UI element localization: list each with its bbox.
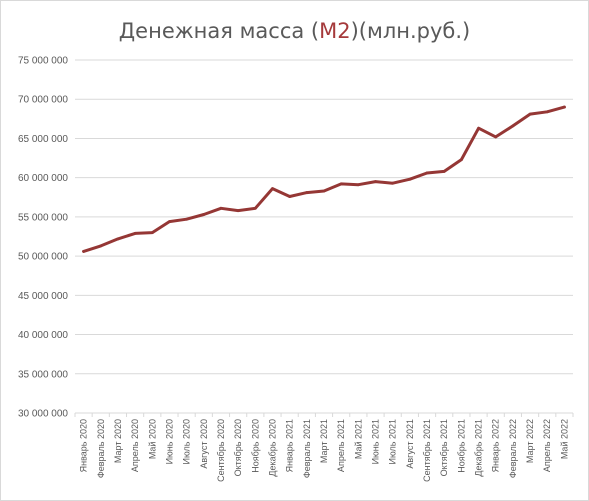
- y-tick-label: 50 000 000: [18, 252, 68, 263]
- data-point: [236, 209, 240, 213]
- x-tick-label: Январь 2021: [285, 419, 295, 472]
- data-point: [563, 105, 566, 109]
- x-tick-label: Апрель 2020: [130, 419, 140, 472]
- data-point: [391, 181, 395, 185]
- y-tick-label: 75 000 000: [18, 56, 68, 67]
- y-tick-label: 40 000 000: [18, 330, 68, 341]
- data-point: [219, 206, 223, 210]
- x-tick-label: Декабрь 2020: [267, 419, 277, 477]
- data-point: [305, 191, 309, 194]
- data-point: [545, 110, 549, 114]
- x-tick-label: Март 2022: [525, 419, 535, 463]
- data-point: [374, 180, 377, 183]
- data-point: [133, 231, 137, 235]
- data-point: [459, 158, 463, 162]
- x-tick-label: Апрель 2021: [336, 419, 346, 472]
- chart-title: Денежная масса (М2)(млн.руб.): [1, 19, 588, 43]
- x-tick-label: Апрель 2022: [542, 419, 552, 472]
- x-tick-label: Сентябрь 2020: [216, 419, 226, 482]
- data-point: [425, 171, 429, 175]
- data-point: [339, 182, 343, 186]
- y-tick-label: 35 000 000: [18, 369, 68, 380]
- x-tick-label: Ноябрь 2021: [456, 419, 466, 473]
- x-tick-label: Октябрь 2020: [233, 419, 243, 476]
- x-tick-label: Февраль 2021: [302, 419, 312, 478]
- data-point: [288, 195, 292, 198]
- data-point: [202, 213, 206, 216]
- x-tick-label: Май 2020: [147, 419, 157, 459]
- data-point: [408, 177, 412, 181]
- data-point: [271, 187, 274, 191]
- title-accent: М2: [319, 19, 351, 43]
- y-tick-label: 70 000 000: [18, 95, 68, 106]
- x-tick-label: Август 2020: [199, 419, 209, 469]
- x-tick-label: Июнь 2021: [371, 419, 381, 464]
- data-point: [150, 231, 154, 234]
- data-point: [511, 124, 515, 128]
- x-tick-label: Июль 2020: [182, 419, 192, 464]
- x-tick-label: Май 2021: [353, 419, 363, 459]
- y-tick-label: 55 000 000: [18, 212, 68, 223]
- data-point: [99, 244, 103, 248]
- x-tick-label: Март 2020: [113, 419, 123, 463]
- x-tick-label: Май 2022: [559, 419, 569, 459]
- x-tick-label: Февраль 2020: [96, 419, 106, 478]
- data-point: [356, 183, 360, 187]
- data-point: [442, 169, 446, 173]
- data-point: [322, 189, 326, 193]
- data-point: [168, 220, 171, 223]
- x-tick-label: Февраль 2022: [508, 419, 518, 478]
- title-part-1: Денежная масса (: [118, 19, 320, 43]
- data-point: [477, 126, 480, 130]
- x-tick-label: Август 2021: [405, 419, 415, 469]
- title-part-3: )(млн.руб.): [350, 19, 471, 43]
- x-tick-label: Январь 2022: [491, 419, 501, 472]
- x-tick-label: Март 2021: [319, 419, 329, 463]
- x-tick-label: Январь 2020: [79, 419, 89, 472]
- x-tick-label: Октябрь 2021: [439, 419, 449, 476]
- data-point: [494, 135, 498, 139]
- x-tick-label: Декабрь 2021: [474, 419, 484, 477]
- y-tick-label: 30 000 000: [18, 409, 68, 420]
- series-line: [82, 105, 566, 253]
- y-tick-label: 65 000 000: [18, 134, 68, 145]
- data-point: [116, 237, 120, 241]
- data-point: [185, 217, 189, 221]
- x-tick-label: Ноябрь 2020: [250, 419, 260, 473]
- data-point: [528, 112, 532, 116]
- data-point: [253, 206, 257, 210]
- x-tick-label: Июль 2021: [388, 419, 398, 464]
- y-tick-label: 60 000 000: [18, 173, 68, 184]
- x-tick-label: Июнь 2020: [164, 419, 174, 464]
- y-tick-label: 45 000 000: [18, 291, 68, 302]
- data-point: [82, 250, 85, 253]
- x-tick-label: Сентябрь 2021: [422, 419, 432, 482]
